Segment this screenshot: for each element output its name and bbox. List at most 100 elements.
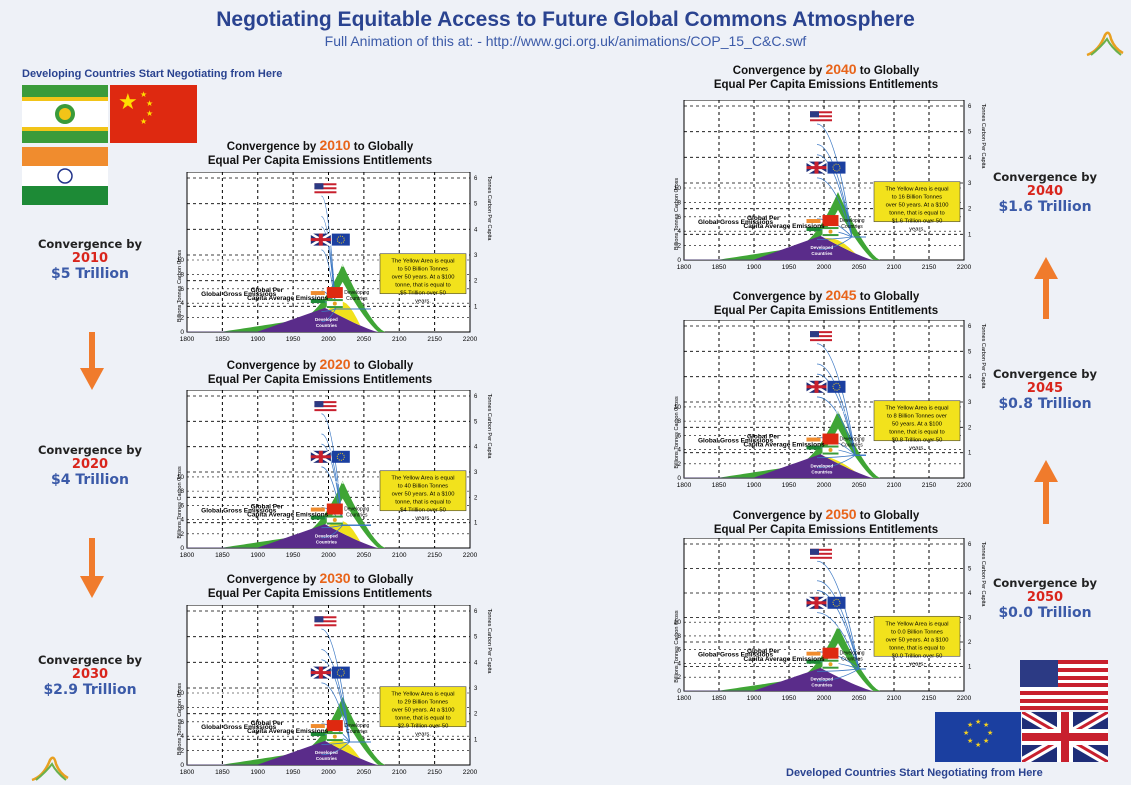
y-right-tick-label: 6: [968, 542, 972, 548]
x-tick-label: 1900: [251, 552, 266, 559]
uk-flag-icon: [310, 449, 332, 464]
developing-label: Countries: [346, 512, 368, 518]
chart-title-year: 2045: [825, 287, 857, 303]
per-capita-label: Global Per: [251, 720, 284, 727]
arrow-down-icon: [80, 538, 104, 598]
side-label-2050: Convergence by 2050 $0.0 Trillion: [992, 576, 1098, 621]
x-tick-label: 1800: [677, 264, 692, 271]
y-left-tick-label: 4: [677, 660, 681, 667]
developed-label: Countries: [811, 251, 832, 256]
y-right-tick-label: 5: [968, 130, 972, 136]
y-right-tick-label: 3: [968, 616, 972, 622]
x-tick-label: 2050: [852, 482, 867, 489]
per-capita-label: Global Per: [747, 215, 780, 222]
chart-title: Convergence by 2045 to Globally Equal Per…: [713, 287, 939, 317]
african-union-flag-icon: [22, 85, 108, 143]
note-line: over 50 years. At a $100: [392, 708, 455, 714]
svg-text:★: ★: [140, 90, 147, 99]
note-line: $0.0 Trillion over 50: [892, 653, 943, 659]
area-yellow: [824, 237, 856, 254]
x-tick-label: 1950: [286, 769, 301, 776]
china-flag-icon: [326, 503, 343, 515]
uk-flag-icon: [1022, 712, 1108, 762]
svg-text:★: ★: [983, 737, 989, 745]
per-capita-label: Capita Average Emissions: [744, 442, 826, 449]
y-right-tick-label: 1: [968, 451, 972, 457]
note-line: tonne, that is equal to: [889, 645, 944, 651]
gci-logo-icon: [1086, 31, 1124, 57]
note-line: $0.8 Trillion over 50: [892, 438, 943, 444]
y-left-tick-label: 0: [677, 688, 681, 695]
note-line: tonne, that is equal to: [889, 430, 944, 436]
uk-flag-icon: [805, 595, 828, 610]
y-left-axis-title: Billions Tonnes Carbon Gross: [674, 178, 680, 251]
y-left-tick-label: 2: [180, 531, 184, 538]
svg-text:★: ★: [967, 721, 973, 729]
note-line: years.: [415, 732, 431, 738]
y-right-tick-label: 4: [968, 591, 972, 597]
y-left-tick-label: 2: [180, 315, 184, 322]
per-capita-line: [816, 668, 866, 682]
usa-flag-icon: [810, 331, 832, 344]
african-union-flag-icon: [326, 515, 343, 525]
yellow-area-note: The Yellow Area is equal to 40 Billion To…: [379, 470, 467, 522]
developed-label: Developed: [811, 463, 834, 468]
x-tick-label: 1900: [747, 264, 762, 271]
side-label-2045: Convergence by 2045 $0.8 Trillion: [992, 367, 1098, 412]
x-tick-label: 2150: [427, 336, 442, 343]
african-union-flag-icon: [326, 299, 343, 309]
x-tick-label: 1800: [180, 336, 195, 343]
note-line: The Yellow Area is equal: [885, 187, 948, 193]
x-tick-label: 2000: [321, 552, 336, 559]
per-capita-label: Global Per: [251, 287, 284, 294]
forests-label: Forests: [830, 410, 847, 415]
x-tick-label: 2200: [463, 769, 478, 776]
per-capita-line: [816, 454, 866, 469]
x-tick-label: 2200: [463, 552, 478, 559]
y-right-tick-label: 4: [968, 375, 972, 381]
y-right-axis-title: Tonnes Carbon Per Capita: [980, 324, 986, 390]
y-left-tick-label: 8: [677, 633, 681, 640]
side-label-2030: Convergence by 2030 $2.9 Trillion: [37, 653, 143, 698]
svg-text:★: ★: [975, 718, 981, 726]
x-tick-label: 1850: [215, 336, 230, 343]
y-right-tick-label: 2: [474, 712, 478, 718]
eu-flag-icon: [827, 161, 846, 174]
developed-label: Countries: [316, 323, 337, 328]
y-right-tick-label: 3: [474, 686, 478, 692]
developed-label: Developed: [811, 245, 834, 250]
note-line: years.: [415, 299, 431, 305]
x-tick-label: 2200: [957, 264, 972, 271]
y-right-tick-label: 2: [474, 495, 478, 501]
x-tick-label: 2150: [427, 769, 442, 776]
y-right-axis-title: Tonnes Carbon Per Capita: [980, 104, 986, 170]
x-tick-label: 2000: [321, 336, 336, 343]
y-left-tick-label: 0: [180, 545, 184, 552]
note-line: $2.9 Trillion over 50: [398, 724, 449, 730]
uk-flag-icon: [310, 232, 332, 247]
chart-title-year: 2010: [319, 137, 351, 153]
x-tick-label: 2050: [852, 264, 867, 271]
y-right-tick-label: 1: [474, 521, 478, 527]
chart-title-year: 2040: [825, 61, 857, 77]
y-left-tick-label: 4: [180, 733, 184, 740]
arrow-up-icon: [1034, 257, 1058, 319]
developed-label: Developed Countries Start Negotiating fr…: [786, 767, 1043, 779]
developing-label: Developing: [839, 218, 864, 224]
eu-flag-icon: [827, 596, 846, 609]
page-subtitle[interactable]: Full Animation of this at: - http://www.…: [324, 33, 807, 49]
note-line: years.: [909, 227, 925, 233]
y-left-tick-label: 6: [677, 647, 681, 654]
y-right-tick-label: 2: [968, 425, 972, 431]
x-tick-label: 1950: [782, 482, 797, 489]
y-right-tick-label: 2: [968, 640, 972, 646]
y-left-tick-label: 10: [177, 257, 185, 264]
y-right-axis-title: Tonnes Carbon Per Capita: [980, 542, 986, 608]
india-flag-icon: [310, 724, 325, 737]
forests-label: Forests: [830, 625, 847, 630]
y-right-tick-label: 5: [474, 202, 478, 208]
note-line: over 50 years. At a $100: [886, 203, 949, 209]
x-tick-label: 1850: [712, 264, 727, 271]
y-right-tick-label: 5: [968, 349, 972, 355]
